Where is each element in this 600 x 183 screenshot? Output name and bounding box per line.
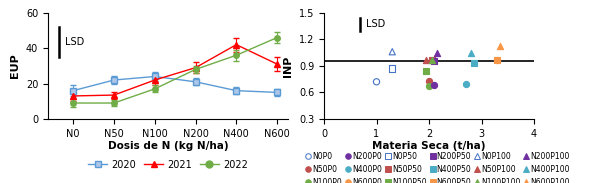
Y-axis label: EUP: EUP — [10, 53, 20, 78]
Point — [427, 58, 436, 61]
Point — [424, 85, 434, 88]
Point — [493, 58, 502, 61]
Point — [461, 83, 470, 86]
Point — [388, 50, 397, 53]
Point — [430, 84, 439, 87]
Legend: 2020, 2021, 2022: 2020, 2021, 2022 — [84, 156, 252, 173]
Point — [372, 80, 382, 83]
Legend: N0P0, N50P0, N100P0, N200P0, N400P0, N600P0, N0P50, N50P50, N100P50, N200P50, N4: N0P0, N50P0, N100P0, N200P0, N400P0, N60… — [306, 152, 570, 183]
Point — [427, 58, 436, 61]
Y-axis label: INP: INP — [283, 55, 293, 76]
Point — [493, 58, 502, 61]
Point — [430, 59, 439, 62]
Point — [422, 58, 431, 61]
Point — [432, 51, 442, 54]
Text: LSD: LSD — [65, 37, 84, 47]
Text: LSD: LSD — [366, 19, 385, 29]
X-axis label: Materia Seca (t/ha): Materia Seca (t/ha) — [372, 141, 486, 152]
Point — [424, 79, 434, 82]
Point — [466, 52, 476, 55]
Point — [422, 70, 431, 73]
X-axis label: Dosis de N (kg N/ha): Dosis de N (kg N/ha) — [107, 141, 229, 152]
Point — [469, 62, 478, 65]
Point — [388, 67, 397, 70]
Point — [495, 44, 505, 47]
